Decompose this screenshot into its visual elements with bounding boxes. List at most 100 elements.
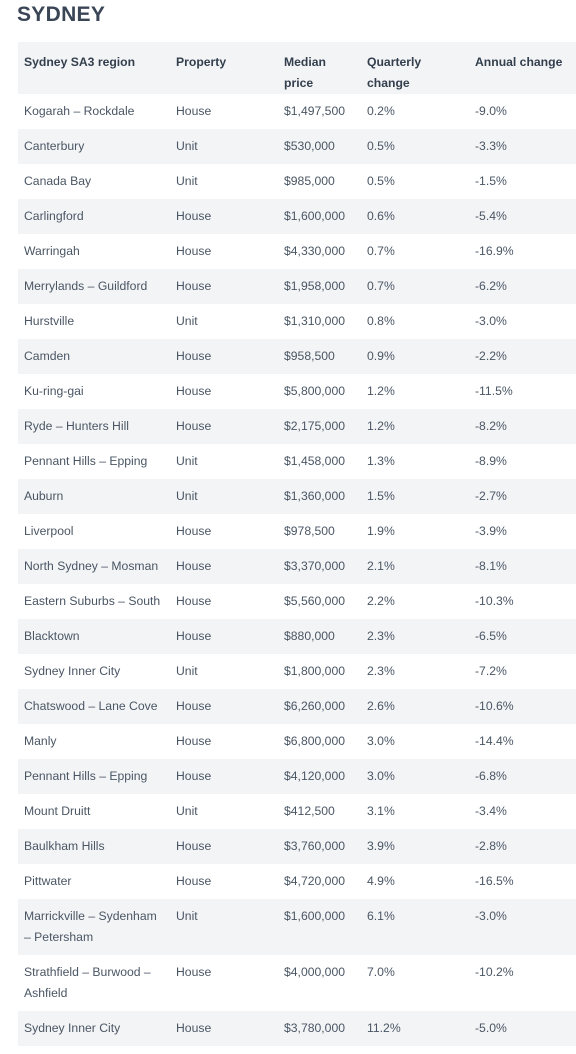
cell-region: Pittwater — [24, 874, 72, 888]
table-row: Sydney Inner City House $3,780,000 11.2% -5.… — [18, 1011, 576, 1046]
cell-property: House — [170, 199, 278, 234]
cell-region: Liverpool — [24, 524, 74, 538]
cell-property: House — [170, 759, 278, 794]
cell-quarterly-change: 0.7% — [361, 269, 469, 304]
cell-property: House — [170, 689, 278, 724]
cell-quarterly-change: 4.9% — [367, 874, 395, 888]
cell-quarterly-change: 0.2% — [367, 104, 395, 118]
table-row: Strathfield – Burwood – Ashfield House $4,… — [18, 955, 576, 1011]
cell-median-price: $3,370,000 — [278, 549, 361, 584]
cell-median-price: $1,360,000 — [278, 479, 361, 514]
cell-region: Canada Bay — [24, 174, 92, 188]
cell-region: Pennant Hills – Epping — [18, 759, 170, 794]
table-body: Kogarah – Rockdale House $1,497,500 0.2% -9.… — [18, 94, 576, 1046]
cell-region: Camden — [18, 339, 170, 374]
header-annual-change: Annual change — [469, 42, 576, 94]
cell-annual-change: -6.5% — [469, 619, 576, 654]
cell-region: Manly — [24, 734, 57, 748]
cell-quarterly-change: 1.2% — [361, 409, 469, 444]
cell-quarterly-change: 1.3% — [367, 454, 395, 468]
table-row: Chatswood – Lane Cove House $6,260,000 2.6%… — [18, 689, 576, 724]
cell-property: House — [170, 1011, 278, 1046]
cell-property: Unit — [170, 129, 278, 164]
cell-median-price: $1,497,500 — [284, 104, 345, 118]
cell-quarterly-change: 2.1% — [361, 549, 469, 584]
cell-annual-change: -10.3% — [475, 594, 514, 608]
cell-annual-change: -6.8% — [469, 759, 576, 794]
cell-region: Sydney Inner City — [18, 1011, 170, 1046]
cell-median-price: $412,500 — [284, 804, 335, 818]
cell-region: North Sydney – Mosman — [18, 549, 170, 584]
cell-median-price: $1,600,000 — [278, 899, 361, 955]
cell-median-price: $4,720,000 — [284, 874, 345, 888]
cell-region: Blacktown — [18, 619, 170, 654]
cell-quarterly-change: 2.2% — [367, 594, 395, 608]
cell-property: House — [176, 965, 212, 979]
cell-property: House — [170, 829, 278, 864]
cell-annual-change: -8.2% — [469, 409, 576, 444]
cell-annual-change: -10.6% — [469, 689, 576, 724]
cell-annual-change: -3.9% — [475, 524, 507, 538]
cell-region: Mount Druitt — [24, 804, 91, 818]
cell-quarterly-change: 0.5% — [367, 174, 395, 188]
table-row: Merrylands – Guildford House $1,958,000 0.7… — [18, 269, 576, 304]
cell-property: Unit — [170, 479, 278, 514]
page-title: SYDNEY — [17, 3, 106, 26]
cell-median-price: $4,120,000 — [278, 759, 361, 794]
table-row: Auburn Unit $1,360,000 1.5% -2.7% — [18, 479, 576, 514]
table-row: Pennant Hills – Epping House $4,120,000 3.0… — [18, 759, 576, 794]
table-row: Canada Bay Unit $985,000 0.5% -1.5% — [18, 164, 576, 199]
header-region: Sydney SA3 region — [18, 42, 170, 94]
cell-median-price: $958,500 — [278, 339, 361, 374]
cell-median-price: $6,800,000 — [284, 734, 345, 748]
table-row: Marrickville – Sydenham – Petersham Unit $… — [18, 899, 576, 955]
cell-annual-change: -11.5% — [475, 384, 513, 398]
cell-quarterly-change: 2.6% — [361, 689, 469, 724]
cell-quarterly-change: 0.7% — [367, 244, 395, 258]
cell-median-price: $1,800,000 — [284, 664, 345, 678]
cell-quarterly-change: 3.0% — [367, 734, 395, 748]
cell-median-price: $978,500 — [284, 524, 335, 538]
cell-property: House — [176, 734, 212, 748]
cell-property: Unit — [176, 314, 198, 328]
cell-quarterly-change: 0.8% — [367, 314, 395, 328]
cell-median-price: $880,000 — [278, 619, 361, 654]
cell-quarterly-change: 1.5% — [361, 479, 469, 514]
cell-property: Unit — [176, 804, 198, 818]
cell-median-price: $6,260,000 — [278, 689, 361, 724]
table-header: Sydney SA3 region Property Median price … — [18, 42, 576, 94]
cell-property: House — [170, 549, 278, 584]
cell-annual-change: -16.9% — [475, 244, 514, 258]
cell-median-price: $2,175,000 — [278, 409, 361, 444]
table-row: Carlingford House $1,600,000 0.6% -5.4% — [18, 199, 576, 234]
cell-region: Canterbury — [18, 129, 170, 164]
cell-region: Pennant Hills – Epping — [24, 454, 148, 468]
cell-annual-change: -3.0% — [469, 899, 576, 955]
cell-annual-change: -8.1% — [469, 549, 576, 584]
cell-annual-change: -2.2% — [469, 339, 576, 374]
cell-quarterly-change: 3.0% — [361, 759, 469, 794]
cell-annual-change: -16.5% — [475, 874, 514, 888]
table-row: Pennant Hills – Epping Unit $1,458,000 1.3%… — [18, 444, 576, 479]
header-row: Sydney SA3 region Property Median price … — [18, 42, 576, 94]
cell-annual-change: -6.2% — [469, 269, 576, 304]
cell-quarterly-change: 0.6% — [361, 199, 469, 234]
cell-property: House — [176, 384, 212, 398]
table-row: Warringah House $4,330,000 0.7% -16.9% — [18, 234, 576, 269]
table-row: Baulkham Hills House $3,760,000 3.9% -2.8% — [18, 829, 576, 864]
cell-region: Chatswood – Lane Cove — [18, 689, 170, 724]
cell-property: Unit — [170, 899, 278, 955]
cell-region: Merrylands – Guildford — [18, 269, 170, 304]
table-row: Blacktown House $880,000 2.3% -6.5% — [18, 619, 576, 654]
cell-median-price: $4,330,000 — [284, 244, 345, 258]
cell-quarterly-change: 2.3% — [367, 664, 395, 678]
cell-region: Warringah — [24, 244, 80, 258]
cell-region: Kogarah – Rockdale — [24, 104, 135, 118]
cell-quarterly-change: 3.1% — [367, 804, 395, 818]
cell-property: House — [176, 874, 212, 888]
cell-median-price: $530,000 — [278, 129, 361, 164]
cell-quarterly-change: 6.1% — [361, 899, 469, 955]
cell-property: Unit — [176, 454, 198, 468]
cell-annual-change: -3.0% — [475, 314, 507, 328]
cell-property: House — [176, 524, 212, 538]
